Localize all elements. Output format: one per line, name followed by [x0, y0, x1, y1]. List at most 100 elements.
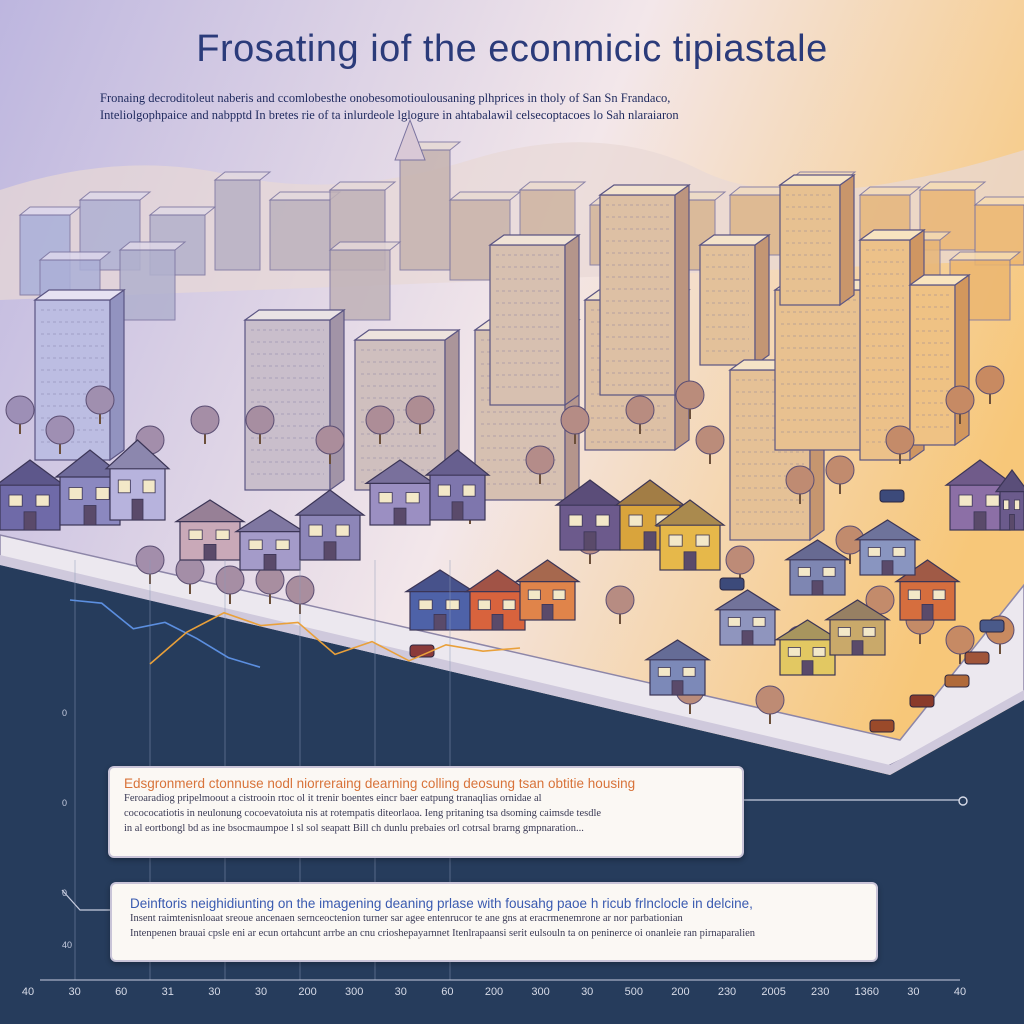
background-building-roof — [18, 206, 82, 216]
tree-crown — [215, 565, 245, 595]
tree-crown — [785, 465, 815, 495]
house-window — [695, 534, 710, 547]
house-window — [932, 589, 946, 601]
background-building — [399, 149, 451, 271]
house-roof — [464, 569, 531, 593]
house-window — [797, 567, 811, 577]
background-building-roof — [918, 181, 987, 191]
car — [964, 651, 990, 665]
house-window — [477, 599, 491, 611]
house-window — [405, 492, 420, 504]
background-building-roof — [973, 196, 1024, 206]
house-window — [188, 529, 203, 541]
background-building-roof — [328, 241, 402, 251]
tower-side — [109, 288, 125, 462]
house-door — [851, 640, 864, 656]
house-roof — [294, 489, 366, 516]
house-window — [727, 617, 741, 627]
background-building-roof — [38, 251, 112, 261]
house-window — [892, 547, 906, 557]
connector-dot — [958, 796, 968, 806]
house-window — [35, 494, 50, 507]
slab-edge — [0, 555, 1024, 775]
house-window — [812, 647, 826, 657]
tower-face — [489, 244, 566, 406]
tree-crown — [945, 625, 975, 655]
subtitle-line: Fronaing decroditoleut naberis and ccoml… — [100, 91, 671, 105]
tower-roof — [488, 234, 581, 246]
tree-crown — [695, 425, 725, 455]
tower-side — [674, 183, 690, 397]
house-window — [527, 589, 541, 601]
house-window — [862, 627, 876, 637]
house-window — [248, 539, 263, 551]
house-window — [142, 479, 156, 494]
card-line: Intenpenen brauai cpsle eni ar ecun orta… — [130, 928, 756, 939]
house-window — [1014, 499, 1021, 511]
house-window — [867, 547, 881, 557]
car — [879, 489, 905, 503]
background-building-roof — [213, 171, 272, 181]
x-tick-label: 31 — [161, 986, 174, 998]
page-subtitle: Fronaing decroditoleut naberis and ccoml… — [100, 90, 930, 124]
house-window — [95, 487, 110, 500]
tree-crown — [975, 365, 1005, 395]
house-roof — [853, 519, 922, 541]
y-tick-label: 0 — [62, 888, 68, 898]
x-tick-label: 2005 — [761, 986, 786, 998]
house-door — [643, 531, 657, 551]
tree-crown — [825, 455, 855, 485]
house-window — [628, 514, 643, 527]
house-window — [68, 487, 83, 500]
house-door — [541, 604, 554, 621]
background-building — [214, 179, 261, 271]
x-tick-label: 40 — [953, 986, 967, 998]
tower-roof — [33, 289, 126, 301]
house-door — [491, 614, 504, 631]
tower-roof — [908, 274, 971, 286]
house-window — [335, 524, 350, 537]
house-door — [671, 680, 684, 696]
tree-crown — [365, 405, 395, 435]
tower-side — [329, 308, 345, 492]
house-window — [8, 494, 23, 507]
house-door — [451, 501, 464, 521]
house-window — [668, 534, 683, 547]
house-door — [203, 544, 217, 561]
house-roof — [643, 639, 712, 661]
house-roof — [403, 569, 477, 593]
card-line: Feroaradiog pripelmoout a cistrooin rtoc… — [124, 793, 542, 804]
house-roof — [514, 559, 581, 583]
house-roof — [823, 599, 892, 621]
house-window — [308, 524, 323, 537]
x-tick-label: 30 — [208, 986, 221, 998]
background-building-roof — [448, 191, 522, 201]
house-window — [437, 484, 451, 497]
card-line: Insent raimtenisnloaat sreoue ancenaen s… — [130, 913, 683, 924]
car — [909, 694, 935, 708]
subtitle-line: Inteliolgophpaice and nabpptd In bretes … — [100, 108, 679, 122]
house-door — [83, 505, 97, 526]
house-window — [215, 529, 230, 541]
house-door — [811, 580, 824, 596]
house-window — [822, 567, 836, 577]
page-title: Frosating iof the econmicic tipiastale — [196, 28, 828, 70]
house-window — [787, 647, 801, 657]
background-building-roof — [858, 186, 922, 196]
x-tick-label: 60 — [441, 986, 454, 998]
house-window — [552, 589, 566, 601]
x-tick-label: 230 — [717, 986, 737, 998]
info-card-housing: Edsgronmerd ctonnuse nodl niorreraing de… — [108, 766, 744, 858]
background-building-roof — [118, 241, 187, 251]
car — [979, 619, 1005, 633]
house-door — [323, 541, 337, 561]
spire — [394, 118, 426, 161]
house-door — [23, 511, 37, 531]
tower-roof — [778, 174, 856, 186]
house-roof — [614, 479, 686, 506]
series-line-orange — [149, 611, 521, 665]
y-tick-label: 0 — [62, 798, 68, 808]
tree-crown — [675, 380, 705, 410]
house-window — [117, 479, 131, 494]
house-roof — [173, 499, 247, 523]
